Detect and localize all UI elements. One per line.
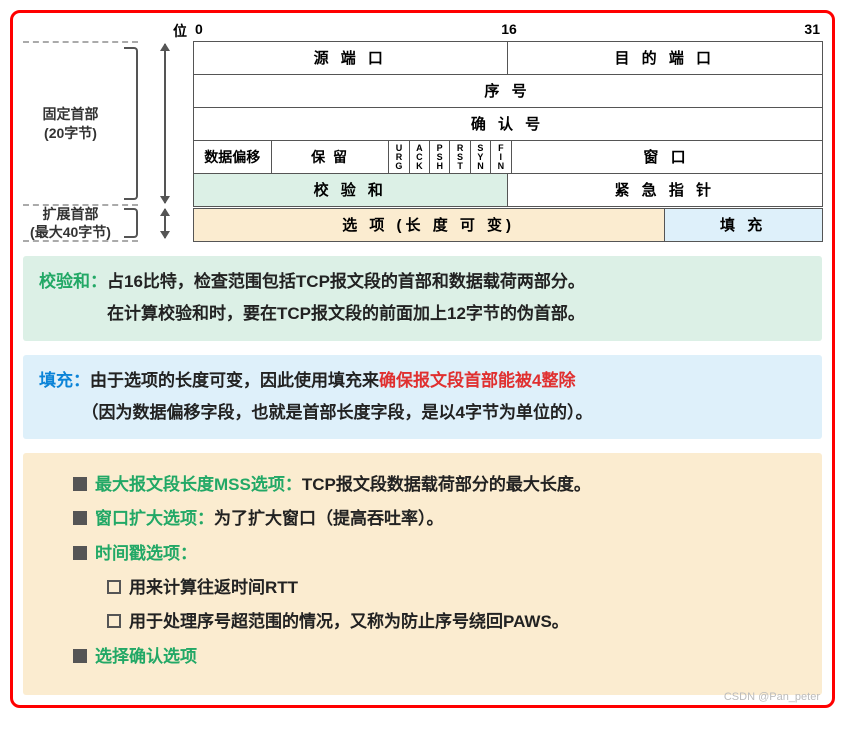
desc-checksum-p2: 在计算校验和时，要在TCP报文段的前面加上12字节的伪首部。	[107, 304, 585, 323]
flag-urg: URG	[388, 140, 409, 174]
opt-ws-kw: 窗口扩大选项：	[95, 509, 214, 528]
ext-header-label-2: (最大40字节)	[30, 224, 111, 240]
flag-fin: FIN	[490, 140, 511, 174]
fixed-header-label-1: 固定首部	[43, 106, 99, 122]
opt-ws-t: 为了扩大窗口（提高吞吐率）。	[214, 509, 444, 528]
checkbox-icon	[107, 580, 121, 594]
field-dst-port: 目 的 端 口	[507, 41, 823, 75]
ruler-tick-31: 31	[804, 21, 820, 37]
desc-padding-kw: 填充：	[39, 371, 90, 390]
flag-ack: ACK	[409, 140, 430, 174]
ruler-tick-16: 16	[501, 21, 517, 37]
field-options: 选 项 (长 度 可 变)	[193, 208, 665, 242]
opt-ts-s2: 用于处理序号超范围的情况，又称为防止序号绕回PAWS。	[129, 612, 569, 631]
field-urgptr: 紧 急 指 针	[507, 173, 823, 207]
field-reserved: 保 留	[271, 140, 389, 174]
desc-padding-p2: （因为数据偏移字段，也就是首部长度字段，是以4字节为单位的）。	[90, 403, 592, 422]
ruler-tick-0: 0	[195, 21, 203, 37]
desc-padding: 填充：由于选项的长度可变，因此使用填充来确保报文段首部能被4整除 填充：（因为数…	[23, 355, 822, 440]
flag-rst: RST	[449, 140, 470, 174]
tcp-table: 源 端 口 目 的 端 口 序 号 确 认 号 数据偏移 保 留 URG ACK…	[193, 41, 822, 241]
flag-psh: PSH	[429, 140, 450, 174]
desc-options: 最大报文段长度MSS选项：TCP报文段数据载荷部分的最大长度。 窗口扩大选项：为…	[23, 453, 822, 695]
field-src-port: 源 端 口	[193, 41, 509, 75]
desc-padding-p1b: 确保报文段首部能被4整除	[379, 371, 575, 390]
watermark: CSDN @Pan_peter	[724, 691, 820, 703]
desc-padding-p1a: 由于选项的长度可变，因此使用填充来	[90, 371, 379, 390]
opt-sack-kw: 选择确认选项	[95, 647, 197, 666]
ruler-label: 位	[173, 21, 187, 41]
tcp-header-diagram: 固定首部 (20字节) 扩展首部 (最大40字节)	[23, 21, 822, 242]
opt-ts-s1: 用来计算往返时间RTT	[129, 578, 298, 597]
field-padding: 填 充	[664, 208, 823, 242]
field-seq: 序 号	[193, 74, 823, 108]
desc-checksum-p1: 占16比特，检查范围包括TCP报文段的首部和数据载荷两部分。	[107, 272, 585, 291]
bullet-icon	[73, 511, 87, 525]
bullet-icon	[73, 546, 87, 560]
ext-header-label-1: 扩展首部	[43, 206, 99, 222]
opt-mss-kw: 最大报文段长度MSS选项：	[95, 475, 302, 494]
field-window: 窗 口	[511, 140, 823, 174]
opt-ts-kw: 时间戳选项：	[95, 544, 197, 563]
field-offset: 数据偏移	[193, 140, 273, 174]
diagram-frame: 固定首部 (20字节) 扩展首部 (最大40字节)	[10, 10, 835, 708]
height-arrow	[138, 21, 193, 242]
bullet-icon	[73, 649, 87, 663]
left-labels: 固定首部 (20字节) 扩展首部 (最大40字节)	[23, 21, 138, 242]
desc-checksum: 校验和：占16比特，检查范围包括TCP报文段的首部和数据载荷两部分。 校验和：在…	[23, 256, 822, 341]
checkbox-icon	[107, 614, 121, 628]
flag-syn: SYN	[470, 140, 491, 174]
field-ack: 确 认 号	[193, 107, 823, 141]
field-checksum: 校 验 和	[193, 173, 509, 207]
fixed-header-label-2: (20字节)	[44, 125, 97, 141]
opt-mss-t: TCP报文段数据载荷部分的最大长度。	[302, 475, 591, 494]
bullet-icon	[73, 477, 87, 491]
desc-checksum-kw: 校验和：	[39, 272, 107, 291]
bit-ruler: 位 0 16 31	[193, 21, 822, 41]
